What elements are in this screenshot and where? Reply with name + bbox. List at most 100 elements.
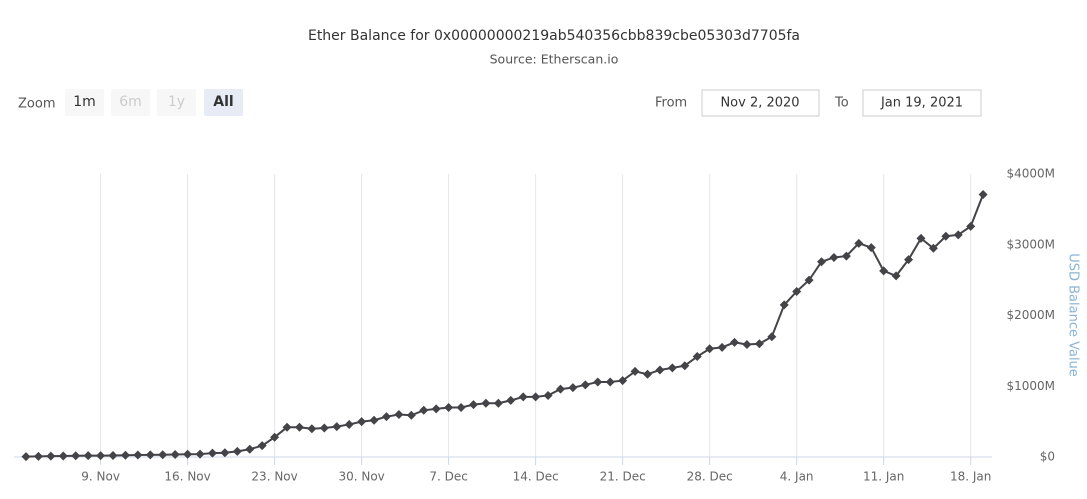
data-point <box>792 286 802 296</box>
data-point <box>170 450 180 460</box>
x-tick-label: 9. Nov <box>81 470 120 484</box>
data-point <box>692 352 702 362</box>
x-tick-label: 21. Dec <box>600 470 646 484</box>
data-point <box>568 383 578 393</box>
data-point <box>307 424 317 434</box>
zoom-button-label[interactable]: 1m <box>73 94 96 110</box>
data-point <box>419 405 429 415</box>
x-tick-label: 16. Nov <box>164 470 210 484</box>
y-tick-label: $4000M <box>1006 167 1055 181</box>
data-point <box>493 398 503 408</box>
data-point <box>381 412 391 422</box>
data-point <box>928 243 938 253</box>
data-point <box>531 392 541 402</box>
data-point <box>468 400 478 410</box>
data-point <box>270 432 280 442</box>
data-point <box>83 451 93 461</box>
data-point <box>580 380 590 390</box>
data-point <box>158 450 168 460</box>
zoom-button[interactable] <box>111 89 150 116</box>
data-point <box>593 377 603 387</box>
x-tick-label: 4. Jan <box>780 470 814 484</box>
data-point <box>829 252 839 262</box>
to-value[interactable]: Jan 19, 2021 <box>880 96 963 111</box>
y-tick-label: $1000M <box>1006 379 1055 393</box>
data-point <box>966 221 976 231</box>
zoom-label: Zoom <box>18 97 55 112</box>
x-tick-label: 7. Dec <box>429 470 467 484</box>
data-point <box>58 451 68 461</box>
data-point <box>506 395 516 405</box>
zoom-button[interactable] <box>157 89 196 116</box>
zoom-button[interactable] <box>204 89 243 116</box>
data-point <box>232 446 242 456</box>
data-point <box>369 415 379 425</box>
data-point <box>804 275 814 285</box>
zoom-button-label[interactable]: 6m <box>119 94 142 110</box>
data-point <box>667 363 677 373</box>
data-point <box>332 422 342 432</box>
zoom-button[interactable] <box>65 89 104 116</box>
zoom-buttons: 1m 6m 1y All <box>65 89 243 116</box>
data-point <box>655 365 665 375</box>
data-line <box>25 194 985 458</box>
chart-title: Ether Balance for 0x00000000219ab540356c… <box>308 28 800 44</box>
data-point <box>854 238 864 248</box>
data-point <box>183 449 193 459</box>
from-label: From <box>655 96 687 111</box>
data-point <box>717 342 727 352</box>
data-point <box>705 344 715 354</box>
data-point <box>245 444 255 454</box>
data-point <box>46 451 56 461</box>
data-point <box>133 450 143 460</box>
x-tick-label: 28. Dec <box>687 470 733 484</box>
data-point <box>891 271 901 281</box>
data-point <box>319 423 329 433</box>
data-point <box>456 402 466 412</box>
zoom-button-label[interactable]: 1y <box>168 94 185 110</box>
data-point <box>108 450 118 460</box>
data-point <box>21 452 31 462</box>
data-point <box>904 255 914 265</box>
data-point <box>518 392 528 402</box>
zoom-button-label[interactable]: All <box>213 94 233 110</box>
data-point <box>481 398 491 408</box>
data-point <box>953 230 963 240</box>
x-tick-label: 23. Nov <box>251 470 297 484</box>
data-point <box>96 451 106 461</box>
y-tick-label: $2000M <box>1006 308 1055 322</box>
x-tick-label: 30. Nov <box>338 470 384 484</box>
data-point <box>866 243 876 253</box>
data-point <box>145 450 155 460</box>
data-point <box>357 417 367 427</box>
data-point <box>344 419 354 429</box>
data-point <box>33 451 43 461</box>
data-point <box>120 450 130 460</box>
x-tick-label: 14. Dec <box>513 470 559 484</box>
to-input[interactable] <box>862 89 982 117</box>
data-point <box>730 337 740 347</box>
y-tick-label: $0 <box>1040 450 1055 464</box>
data-point <box>394 410 404 420</box>
data-point <box>195 449 205 459</box>
data-point <box>630 366 640 376</box>
data-point <box>643 369 652 379</box>
data-point <box>207 448 217 458</box>
data-point <box>71 451 81 461</box>
chart-subtitle: Source: Etherscan.io <box>490 52 619 67</box>
data-point <box>282 422 292 432</box>
data-point <box>879 266 889 276</box>
y-tick-label: $3000M <box>1006 237 1055 251</box>
data-point <box>841 251 851 261</box>
from-input[interactable] <box>701 89 820 117</box>
data-point <box>406 410 416 420</box>
data-point <box>742 340 752 350</box>
x-tick-label: 18. Jan <box>950 470 991 484</box>
data-point <box>294 422 304 432</box>
data-point <box>444 402 454 412</box>
data-point <box>543 390 553 400</box>
from-value[interactable]: Nov 2, 2020 <box>720 96 799 111</box>
data-point <box>257 441 267 451</box>
data-point <box>220 448 230 458</box>
